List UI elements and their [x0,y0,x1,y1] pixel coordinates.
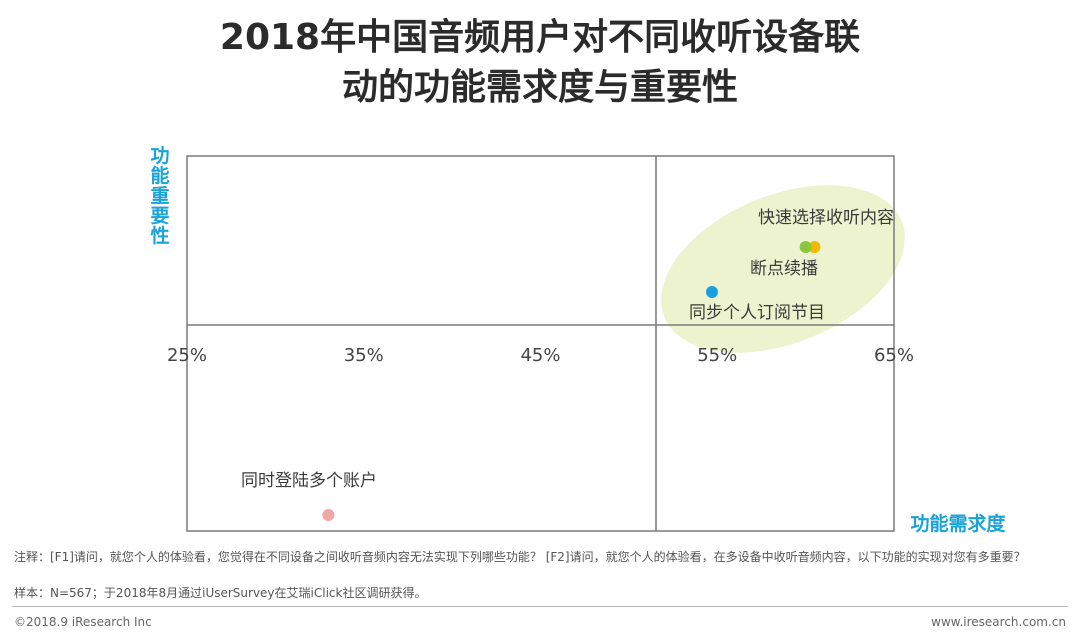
data-point-label: 断点续播 [750,259,818,279]
footer-divider [12,606,1068,607]
x-tick-label: 35% [344,345,384,366]
plot-frame [186,155,895,532]
data-point-label: 快速选择收听内容 [758,208,894,228]
x-tick-label: 55% [697,345,737,366]
data-point [808,241,821,253]
x-tick-label: 45% [520,345,560,366]
x-tick-label: 65% [874,345,914,366]
highlight-region [661,185,905,353]
footer-copyright: ©2018.9 iResearch Inc [14,615,152,629]
data-point-label: 同步个人订阅节目 [689,303,825,323]
x-tick-label: 25% [167,345,207,366]
chart-title-line-2: 动的功能需求度与重要性 [341,67,738,108]
chart-sample-note: 样本：N=567；于2018年8月通过iUserSurvey在艾瑞iClick社… [14,586,427,600]
data-point [705,286,718,298]
x-axis-label: 功能需求度 [910,512,1006,535]
data-point [322,509,335,521]
footer-website: www.iresearch.com.cn [931,615,1066,629]
chart-note: 注释：[F1]请问，就您个人的体验看，您觉得在不同设备之间收听音频内容无法实现下… [14,550,1026,564]
data-point-label: 同时登陆多个账户 [241,471,377,491]
y-axis-label: 功能重要性 [150,145,169,247]
data-point [799,241,812,253]
chart-title-line-1: 2018年中国音频用户对不同收听设备联 [219,17,861,58]
